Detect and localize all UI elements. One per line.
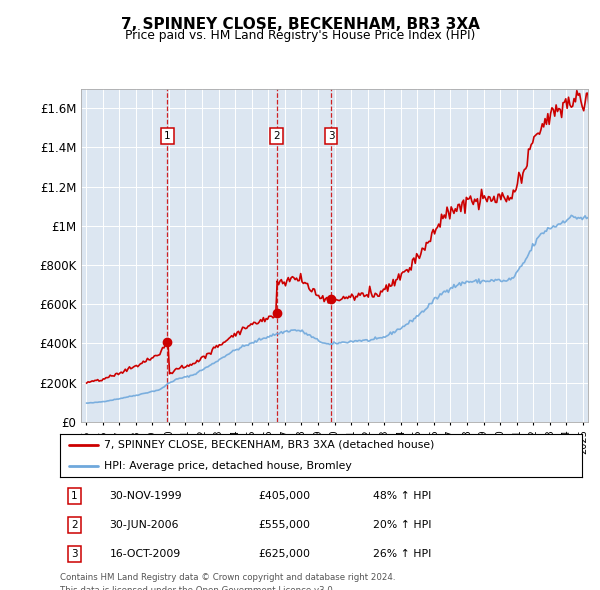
Text: £555,000: £555,000	[259, 520, 310, 530]
Text: 3: 3	[71, 549, 78, 559]
Text: 7, SPINNEY CLOSE, BECKENHAM, BR3 3XA: 7, SPINNEY CLOSE, BECKENHAM, BR3 3XA	[121, 17, 479, 31]
Text: 48% ↑ HPI: 48% ↑ HPI	[373, 491, 431, 501]
Text: This data is licensed under the Open Government Licence v3.0.: This data is licensed under the Open Gov…	[60, 586, 335, 590]
Text: 7, SPINNEY CLOSE, BECKENHAM, BR3 3XA (detached house): 7, SPINNEY CLOSE, BECKENHAM, BR3 3XA (de…	[104, 440, 435, 450]
Text: Price paid vs. HM Land Registry's House Price Index (HPI): Price paid vs. HM Land Registry's House …	[125, 30, 475, 42]
Text: 3: 3	[328, 131, 334, 141]
Text: 1: 1	[164, 131, 171, 141]
Text: 1: 1	[71, 491, 78, 501]
Text: £405,000: £405,000	[259, 491, 310, 501]
Text: 30-NOV-1999: 30-NOV-1999	[110, 491, 182, 501]
Text: HPI: Average price, detached house, Bromley: HPI: Average price, detached house, Brom…	[104, 461, 352, 471]
Text: 26% ↑ HPI: 26% ↑ HPI	[373, 549, 431, 559]
Text: 16-OCT-2009: 16-OCT-2009	[110, 549, 181, 559]
Text: 2: 2	[273, 131, 280, 141]
Text: £625,000: £625,000	[259, 549, 310, 559]
Text: 20% ↑ HPI: 20% ↑ HPI	[373, 520, 432, 530]
Text: 2: 2	[71, 520, 78, 530]
Text: Contains HM Land Registry data © Crown copyright and database right 2024.: Contains HM Land Registry data © Crown c…	[60, 573, 395, 582]
Text: 30-JUN-2006: 30-JUN-2006	[110, 520, 179, 530]
